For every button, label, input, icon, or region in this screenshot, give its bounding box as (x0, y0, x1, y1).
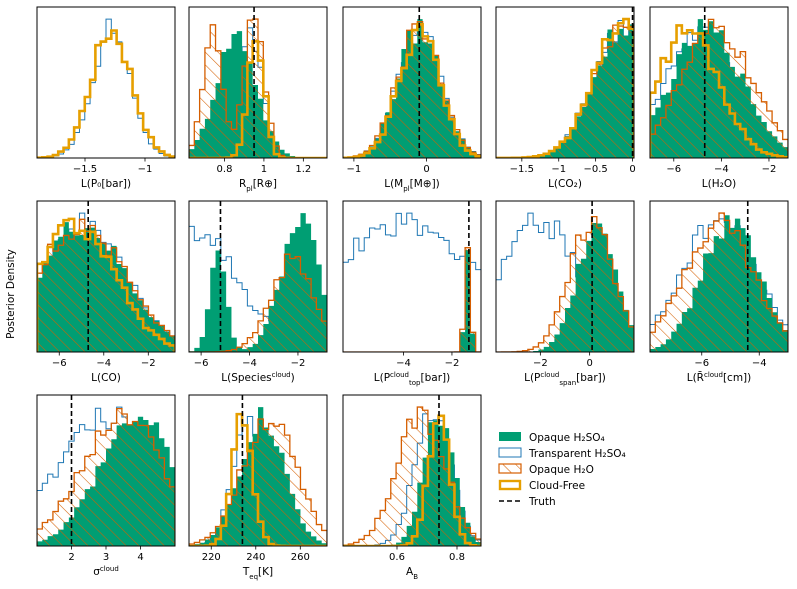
x-tick-label: −4 (242, 358, 257, 369)
legend-label: Opaque H₂SO₄ (529, 432, 605, 444)
panel-sigma: 2 3 4 σcloud (36, 394, 176, 578)
legend-label: Transparent H₂SO₄ (528, 448, 626, 460)
x-tick-label: 220 (202, 552, 221, 563)
x-tick-label: −1.5 (73, 164, 97, 175)
hist-opaque_h2o (650, 212, 788, 352)
x-tick-label: −2 (533, 358, 548, 369)
hist-opaque_h2o (496, 215, 634, 352)
x-tick-label: −0.5 (583, 164, 607, 175)
x-tick-label: −6 (666, 164, 681, 175)
panel-Mpl: −1 0 L(Mpl[M⊕]) (342, 6, 482, 193)
hist-opaque_h2o (189, 18, 327, 158)
panel-logP0: −1.5 −1 L(P₀[bar]) (36, 6, 176, 190)
axes-frame (342, 6, 482, 159)
x-axis-label: L(CO₂) (548, 178, 582, 190)
x-tick-label: 3 (103, 552, 109, 563)
x-tick-label: −6 (694, 358, 709, 369)
legend-label: Cloud-Free (529, 480, 585, 492)
panel-logCO2: −1.5 −1 −0.5 0 L(CO₂) (495, 6, 636, 190)
hist-transparent_h2so4 (343, 212, 481, 352)
y-axis-label: Posterior Density (5, 249, 17, 339)
hist-cloud_free (650, 24, 788, 158)
x-tick-label: −1 (551, 164, 566, 175)
x-tick-label: −4 (396, 358, 411, 369)
x-axis-label: AB (406, 566, 418, 581)
panel-logCO: −6 −4 −2 L(CO) (36, 200, 176, 384)
panel-AB: 0.6 0.8 AB (342, 394, 482, 581)
x-axis-label: L(Mpl[M⊕]) (384, 178, 440, 193)
x-tick-label: −4 (96, 358, 111, 369)
x-axis-label: Rpl[R⊕] (239, 178, 277, 193)
axes-frame (36, 6, 176, 159)
panel-logPspan: −2 0 L(Pcloudspan[bar]) (495, 200, 635, 387)
x-tick-label: 0 (629, 164, 635, 175)
x-tick-label: −2 (141, 358, 156, 369)
x-axis-label: σcloud (93, 565, 119, 578)
x-tick-label: −1 (138, 164, 153, 175)
axes-frame (188, 200, 328, 353)
hist-opaque_h2o (189, 418, 327, 546)
x-tick-label: 0 (586, 358, 592, 369)
x-tick-label: −4 (714, 164, 729, 175)
axes-frame (342, 394, 482, 547)
legend-swatch (498, 479, 522, 491)
legend: Opaque H₂SO₄ Transparent H₂SO₄ Opaque H₂O C… (498, 432, 626, 508)
axes-frame (495, 6, 635, 159)
x-tick-label: −1 (347, 164, 362, 175)
x-axis-label: L(P₀[bar]) (81, 178, 131, 190)
x-tick-label: 1.2 (295, 164, 311, 175)
axes-frame (649, 6, 789, 159)
legend-label: Truth (528, 496, 556, 508)
x-tick-label: 2 (68, 552, 74, 563)
axes-frame (188, 6, 328, 159)
x-axis-label: L(H₂O) (702, 178, 736, 190)
hist-opaque_h2o (343, 406, 481, 546)
x-tick-label: −6 (194, 358, 209, 369)
x-tick-label: −4 (752, 358, 767, 369)
x-tick-label: 4 (137, 552, 143, 563)
x-tick-label: 0.8 (217, 164, 233, 175)
legend-swatch (498, 447, 522, 458)
panel-logH2O: −6 −4 −2 L(H₂O) (649, 6, 789, 190)
hist-cloud_free (37, 217, 175, 352)
x-tick-label: −2 (445, 358, 460, 369)
x-axis-label: Teq[K] (242, 566, 273, 581)
legend-swatch (499, 432, 521, 441)
legend-swatch (498, 463, 522, 474)
hist-cloud_free (37, 29, 175, 158)
x-tick-label: 0.8 (449, 552, 465, 563)
axes-frame (495, 200, 635, 353)
x-tick-label: −2 (762, 164, 777, 175)
hist-cloud_free (343, 23, 481, 158)
x-axis-label: L(Pcloudtop[bar]) (374, 371, 450, 387)
panel-logRcloud: −6 −4L(R̄cloud[cm]) (649, 200, 789, 384)
x-tick-label: 240 (246, 552, 265, 563)
hist-opaque_h2o (343, 247, 481, 352)
axes-frame (649, 200, 789, 353)
x-tick-label: −1.5 (510, 164, 534, 175)
x-axis-label: L(CO) (91, 372, 121, 384)
legend-label: Opaque H₂O (529, 464, 594, 476)
x-tick-label: 260 (291, 552, 310, 563)
axes-frame (36, 200, 176, 353)
panel-Teq: 220 240 260 Teq[K] (188, 394, 328, 581)
axes-frame (342, 200, 482, 353)
x-tick-label: −2 (291, 358, 306, 369)
x-axis-label: L(Speciescloud) (221, 371, 294, 384)
x-axis-label: L(Pcloudspan[bar]) (524, 371, 606, 387)
x-tick-label: 1 (261, 164, 267, 175)
x-tick-label: 0 (423, 164, 429, 175)
hist-cloud_free (343, 414, 481, 546)
x-axis-label: L(R̄cloud[cm]) (687, 371, 752, 384)
x-tick-label: −6 (52, 358, 67, 369)
panel-logPtop: −4 −2 L(Pcloudtop[bar]) (342, 200, 482, 387)
panel-logSpecies: −6 −4 −2 L(Speciescloud) (188, 200, 328, 384)
panel-Rpl: 0.8 1 1.2 Rpl[R⊕] (188, 6, 328, 193)
axes-frame (188, 394, 328, 547)
x-tick-label: 0.6 (389, 552, 405, 563)
